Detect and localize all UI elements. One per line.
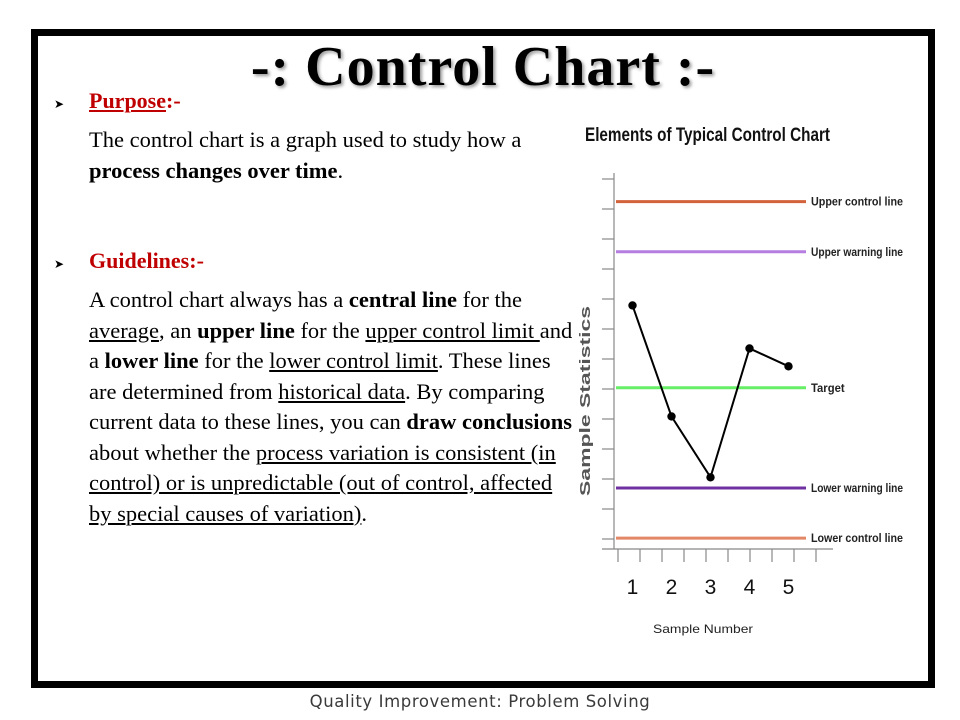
guidelines-segment: lower control limit — [269, 348, 438, 373]
guidelines-segment: process variation is consistent (in cont… — [89, 439, 556, 526]
slide-title: -: Control Chart :- — [250, 36, 716, 98]
x-tick-label: 1 — [627, 576, 639, 599]
guidelines-segment: historical data — [278, 378, 406, 404]
reference-line-label: Lower warning line — [811, 483, 903, 495]
purpose-heading-word: Purpose — [89, 88, 166, 113]
guidelines-segment: for the — [457, 287, 523, 312]
guidelines-segment: central line — [348, 287, 458, 312]
guidelines-segment: , an — [158, 317, 198, 343]
guidelines-segment: and a — [89, 317, 573, 374]
reference-line-label: Upper warning line — [811, 247, 903, 259]
data-point — [667, 412, 676, 421]
guidelines-segment: average — [89, 317, 159, 343]
guidelines-segment: . By comparing current data to these lin… — [89, 378, 545, 435]
y-axis-label: Sample Statistics — [577, 306, 594, 496]
guidelines-segment: . — [361, 500, 368, 526]
data-point — [628, 301, 637, 310]
purpose-heading-suffix: :- — [166, 88, 181, 113]
guidelines-segment: upper control limit — [365, 317, 540, 343]
guidelines-text: A control chart always has a central lin… — [89, 285, 574, 529]
x-tick-label: 4 — [744, 576, 756, 599]
purpose-heading: Purpose:- — [89, 87, 181, 115]
guidelines-segment: A control chart always has a — [89, 287, 349, 312]
guidelines-heading: Guidelines:- — [89, 248, 204, 273]
purpose-text: The control chart is a graph used to stu… — [89, 125, 529, 186]
purpose-text-start: The control chart is a graph used to stu… — [89, 127, 522, 152]
chart-title: Elements of Typical Control Chart — [585, 125, 831, 146]
x-axis-label: Sample Number — [653, 622, 753, 636]
guidelines-segment: for the — [294, 317, 366, 343]
data-point — [706, 473, 715, 482]
control-chart: Elements of Typical Control Chart Upper c… — [577, 125, 903, 636]
guidelines-segment: draw conclusions — [406, 409, 573, 434]
bullet-arrow-icon: ➤ — [54, 97, 65, 111]
purpose-text-bold: process changes over time — [89, 157, 338, 183]
purpose-text-end: . — [337, 157, 344, 183]
guidelines-segment: . These lines are determined from — [89, 348, 551, 404]
data-point — [784, 362, 793, 371]
footer-text: Quality Improvement: Problem Solving — [309, 692, 651, 711]
reference-line-label: Lower control line — [811, 533, 903, 545]
bullet-arrow-icon: ➤ — [54, 257, 65, 271]
data-series-line — [631, 305, 789, 480]
data-point — [745, 344, 754, 353]
guidelines-segment: lower line — [104, 348, 199, 373]
guidelines-segment: for the — [198, 348, 270, 373]
x-tick-label: 2 — [666, 576, 678, 599]
reference-line-label: Target — [811, 383, 845, 395]
reference-line-label: Upper control line — [811, 197, 903, 209]
slide: -: Control Chart :- ➤ Purpose:- The cont… — [38, 36, 928, 681]
guidelines-segment: about whether the — [89, 439, 256, 465]
x-tick-label: 5 — [783, 576, 795, 599]
x-tick-label: 3 — [705, 576, 717, 599]
guidelines-segment: upper line — [197, 317, 295, 343]
